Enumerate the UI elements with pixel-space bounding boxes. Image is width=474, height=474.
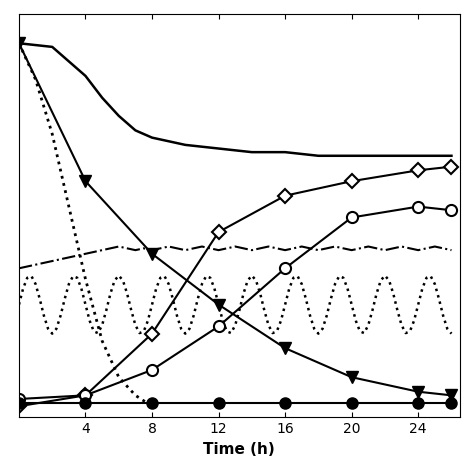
X-axis label: Time (h): Time (h)	[203, 442, 275, 456]
